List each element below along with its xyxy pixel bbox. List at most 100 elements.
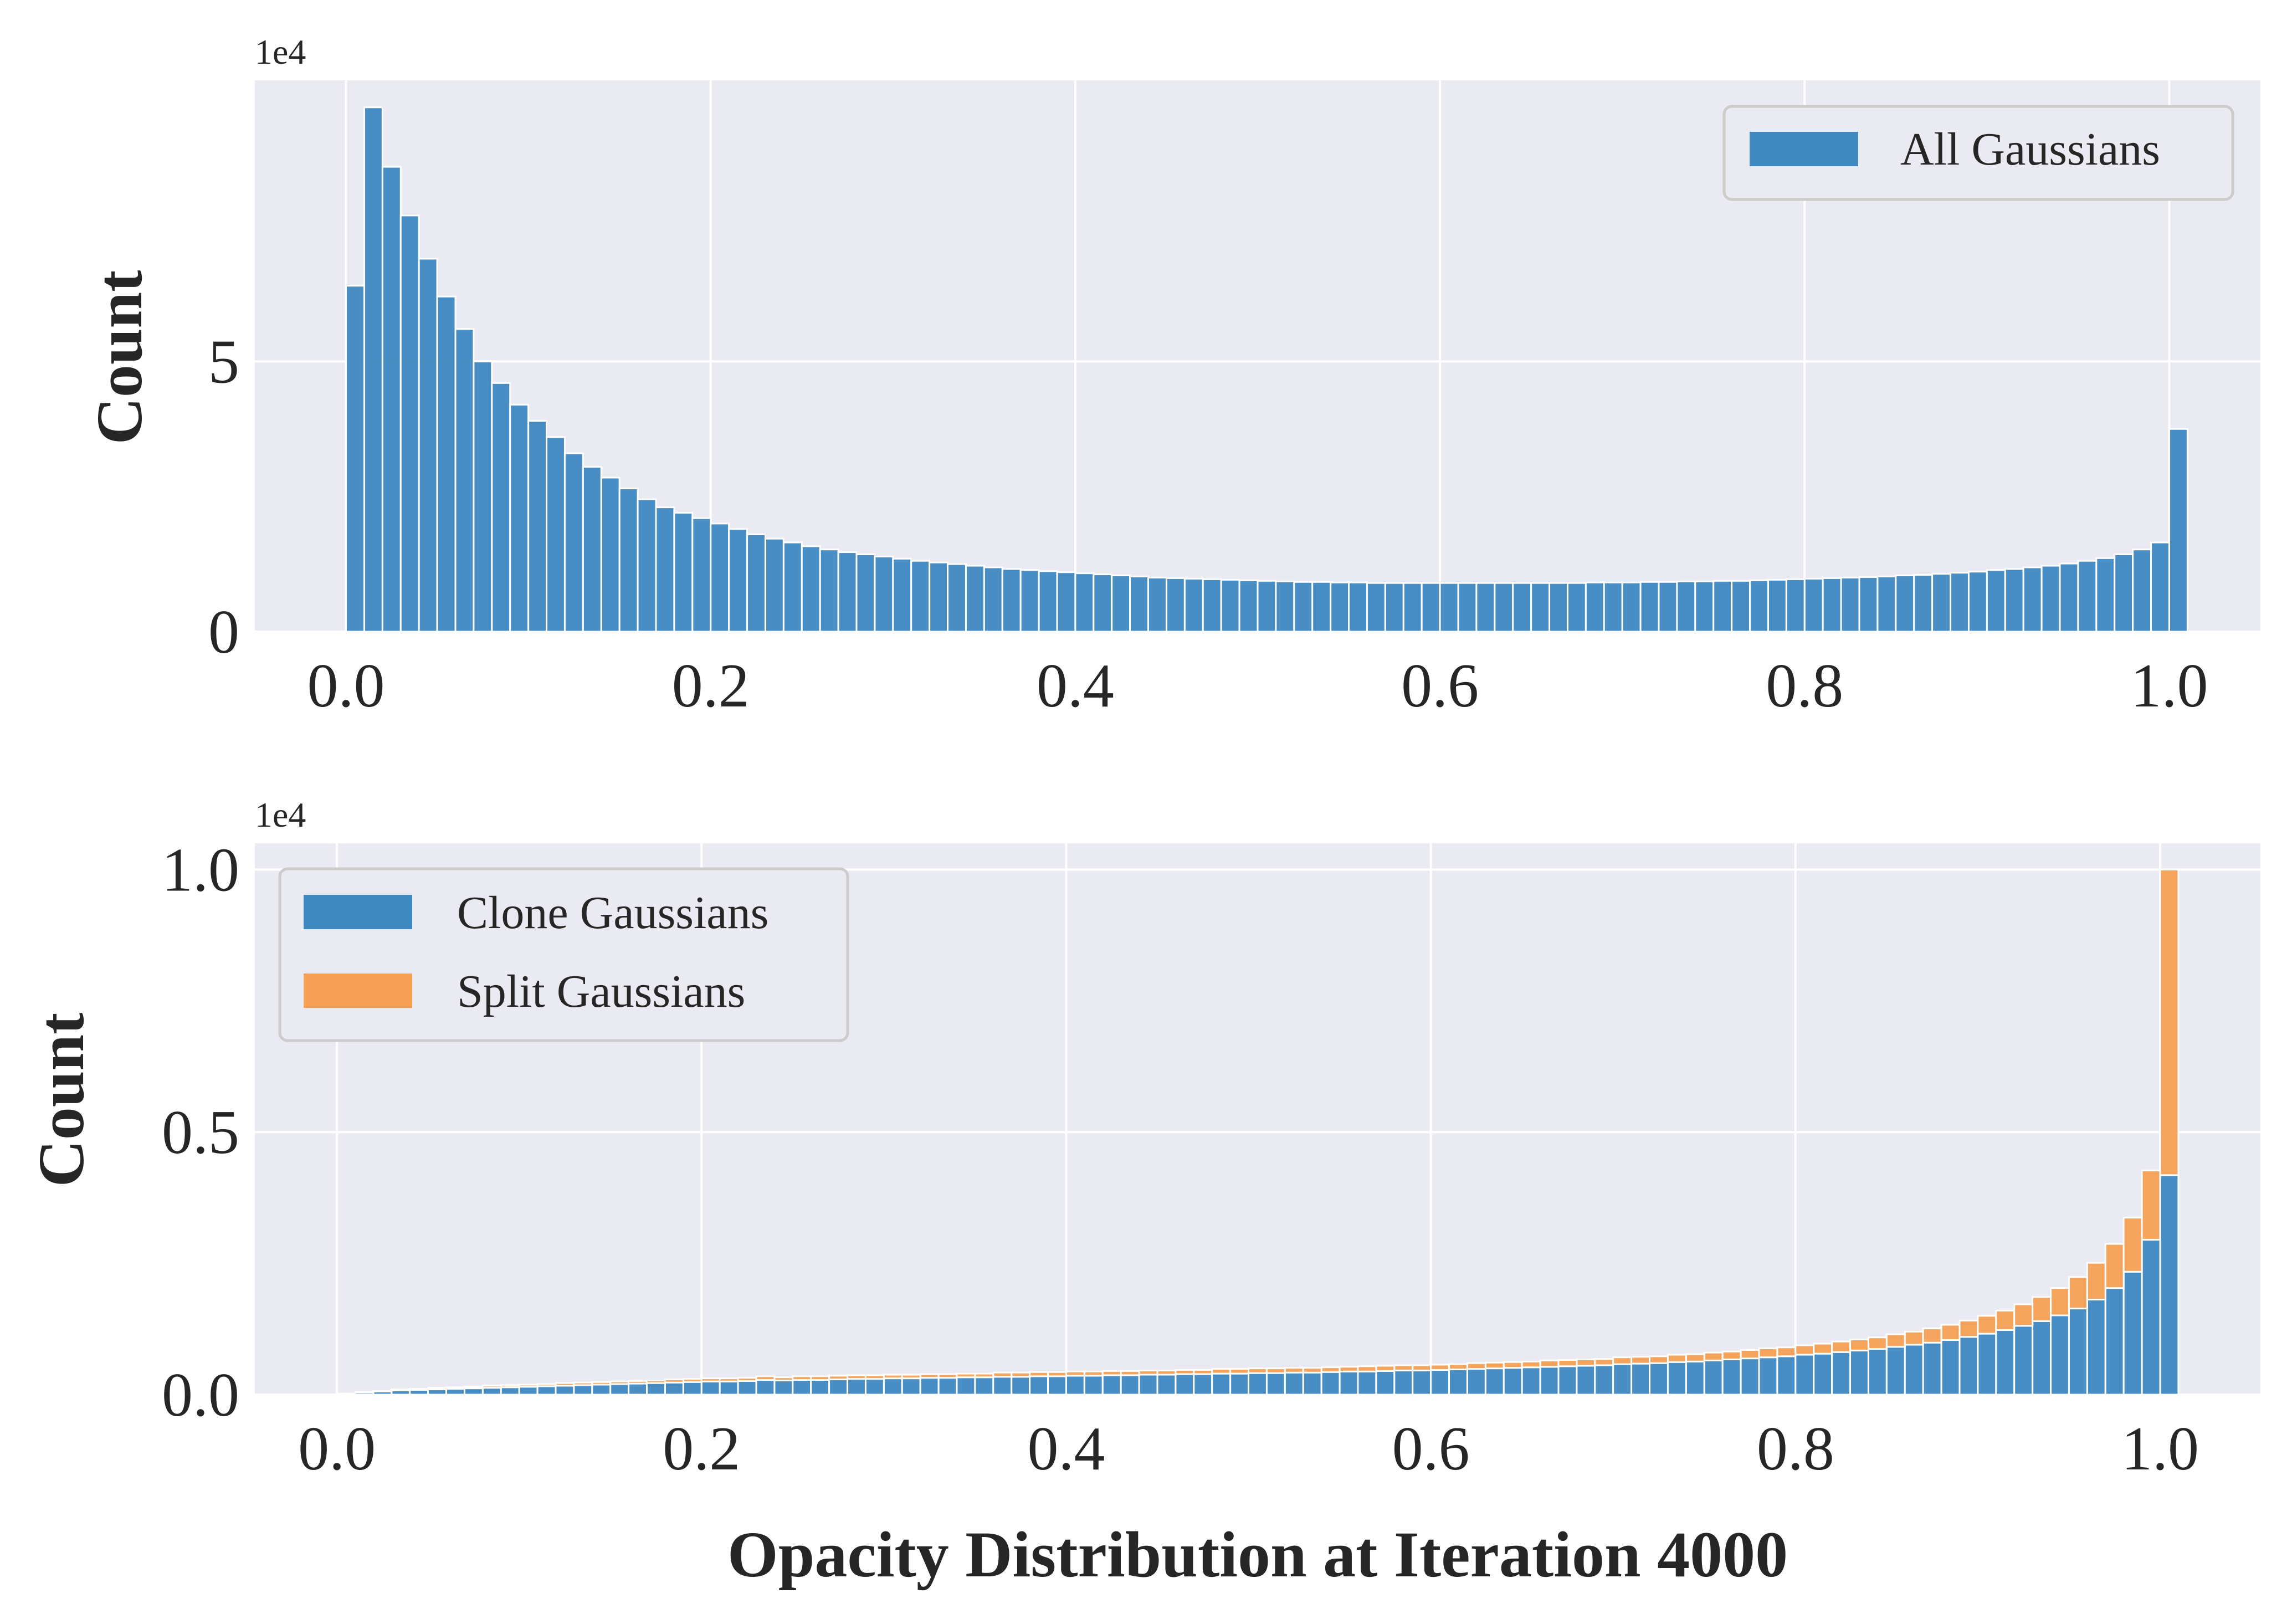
top-bar-all-gaussians bbox=[710, 522, 730, 633]
top-bar-all-gaussians bbox=[837, 551, 858, 633]
bottom-bar-split-gaussians bbox=[1011, 1371, 1031, 1378]
bottom-legend-frame bbox=[278, 867, 849, 1042]
bottom-bar-clone-gaussians bbox=[1339, 1370, 1359, 1396]
bottom-bar-clone-gaussians bbox=[956, 1376, 976, 1396]
top-bar-all-gaussians bbox=[1530, 582, 1551, 633]
top-bar-all-gaussians bbox=[983, 566, 1003, 633]
bottom-bar-clone-gaussians bbox=[937, 1377, 958, 1396]
bottom-y-tick-label: 1.0 bbox=[162, 836, 239, 904]
bottom-y-axis-label: Count bbox=[25, 1013, 98, 1187]
top-bar-all-gaussians bbox=[1512, 582, 1532, 633]
bottom-bar-clone-gaussians bbox=[463, 1387, 484, 1396]
bottom-bar-split-gaussians bbox=[937, 1373, 958, 1379]
bottom-bar-clone-gaussians bbox=[1120, 1374, 1140, 1396]
bottom-bar-clone-gaussians bbox=[555, 1385, 575, 1396]
top-bar-all-gaussians bbox=[418, 258, 438, 633]
bottom-bar-clone-gaussians bbox=[1612, 1363, 1633, 1396]
top-bar-all-gaussians bbox=[1183, 577, 1204, 633]
bottom-bar-clone-gaussians bbox=[609, 1383, 630, 1396]
top-bar-all-gaussians bbox=[546, 436, 566, 633]
bottom-bar-clone-gaussians bbox=[1667, 1361, 1687, 1396]
bottom-bar-split-gaussians bbox=[591, 1381, 612, 1386]
bottom-bar-clone-gaussians bbox=[2159, 1174, 2180, 1396]
top-bar-all-gaussians bbox=[1803, 577, 1824, 633]
bottom-bar-clone-gaussians bbox=[2068, 1308, 2088, 1396]
top-bar-all-gaussians bbox=[1731, 580, 1751, 633]
top-bar-all-gaussians bbox=[1129, 576, 1150, 633]
bottom-bar-split-gaussians bbox=[1193, 1369, 1213, 1375]
bottom-bar-split-gaussians bbox=[1302, 1367, 1322, 1374]
bottom-bar-split-gaussians bbox=[409, 1388, 429, 1391]
bottom-x-tick-label: 1.0 bbox=[2121, 1415, 2199, 1483]
bottom-bar-split-gaussians bbox=[719, 1377, 739, 1382]
top-bar-all-gaussians bbox=[947, 563, 967, 633]
bottom-bar-split-gaussians bbox=[1120, 1370, 1140, 1376]
top-bar-all-gaussians bbox=[673, 511, 694, 633]
bottom-bar-clone-gaussians bbox=[2122, 1270, 2143, 1396]
top-bar-all-gaussians bbox=[1293, 581, 1314, 633]
bottom-y-offset-label: 1e4 bbox=[255, 795, 306, 834]
legend-label-all-gaussians: All Gaussians bbox=[1900, 124, 2160, 175]
bottom-bar-split-gaussians bbox=[1958, 1319, 1979, 1338]
legend-label-clone-gaussians: Clone Gaussians bbox=[457, 887, 768, 939]
bottom-bar-clone-gaussians bbox=[1357, 1370, 1377, 1396]
bottom-bar-clone-gaussians bbox=[1576, 1365, 1596, 1396]
bottom-bar-clone-gaussians bbox=[919, 1377, 940, 1396]
bottom-bar-clone-gaussians bbox=[1466, 1368, 1486, 1396]
top-bar-all-gaussians bbox=[1767, 578, 1787, 633]
top-bar-all-gaussians bbox=[1639, 581, 1660, 633]
bottom-bar-clone-gaussians bbox=[336, 1392, 356, 1396]
bottom-bar-clone-gaussians bbox=[1412, 1369, 1432, 1396]
bottom-bar-clone-gaussians bbox=[1649, 1362, 1669, 1396]
bottom-bar-split-gaussians bbox=[1630, 1356, 1651, 1365]
bottom-bar-split-gaussians bbox=[646, 1379, 666, 1384]
top-bar-all-gaussians bbox=[2150, 541, 2170, 633]
top-bar-all-gaussians bbox=[1074, 572, 1095, 633]
top-bar-all-gaussians bbox=[2114, 554, 2134, 633]
bottom-bar-clone-gaussians bbox=[1831, 1351, 1852, 1396]
top-bar-all-gaussians bbox=[1822, 577, 1842, 633]
bottom-bar-split-gaussians bbox=[1393, 1364, 1414, 1371]
bottom-y-tick-labels: 0.0 0.5 1.0 bbox=[162, 836, 239, 1430]
bottom-x-tick-labels: 0.0 0.2 0.4 0.6 0.8 1.0 bbox=[298, 1415, 2199, 1483]
bottom-x-tick-label: 0.6 bbox=[1392, 1415, 1470, 1483]
bottom-bar-clone-gaussians bbox=[1995, 1329, 2016, 1396]
bottom-bar-split-gaussians bbox=[847, 1374, 866, 1380]
bottom-bar-clone-gaussians bbox=[1849, 1349, 1869, 1396]
top-bar-all-gaussians bbox=[1257, 580, 1277, 633]
bottom-bar-clone-gaussians bbox=[864, 1378, 885, 1396]
top-bar-all-gaussians bbox=[910, 560, 931, 633]
top-bar-all-gaussians bbox=[381, 166, 402, 633]
top-bar-all-gaussians bbox=[1147, 576, 1167, 633]
top-bar-all-gaussians bbox=[1384, 582, 1404, 633]
bottom-bar-clone-gaussians bbox=[1503, 1367, 1523, 1396]
bottom-bar-clone-gaussians bbox=[2032, 1320, 2052, 1396]
bottom-bar-split-gaussians bbox=[500, 1384, 520, 1389]
top-bar-all-gaussians bbox=[782, 541, 803, 633]
bottom-bar-split-gaussians bbox=[1758, 1348, 1778, 1359]
top-bar-all-gaussians bbox=[1238, 579, 1259, 633]
bottom-bar-clone-gaussians bbox=[1248, 1372, 1268, 1396]
bottom-bar-split-gaussians bbox=[1284, 1367, 1304, 1374]
bottom-histogram: 0.0 0.2 0.4 0.6 0.8 1.0 0.0 0.5 1.0 1e4 Count O… bbox=[25, 795, 2260, 1591]
bottom-bar-split-gaussians bbox=[1357, 1365, 1377, 1372]
top-y-tick-label: 0 bbox=[208, 598, 239, 667]
top-bar-all-gaussians bbox=[1585, 581, 1605, 633]
top-bar-all-gaussians bbox=[1548, 582, 1568, 633]
bottom-bar-split-gaussians bbox=[518, 1384, 539, 1388]
top-bar-all-gaussians bbox=[819, 549, 839, 633]
bottom-bar-clone-gaussians bbox=[1011, 1376, 1031, 1396]
bottom-bar-clone-gaussians bbox=[1029, 1375, 1049, 1396]
bottom-bar-split-gaussians bbox=[864, 1374, 885, 1380]
top-bar-all-gaussians bbox=[1967, 571, 1988, 633]
bottom-bar-clone-gaussians bbox=[1430, 1369, 1450, 1396]
bottom-bar-split-gaussians bbox=[1430, 1364, 1450, 1371]
top-bar-all-gaussians bbox=[1494, 582, 1514, 633]
bottom-bar-split-gaussians bbox=[2050, 1287, 2070, 1316]
bottom-bar-clone-gaussians bbox=[1758, 1356, 1778, 1396]
bottom-bar-clone-gaussians bbox=[682, 1381, 703, 1396]
bottom-bar-split-gaussians bbox=[2013, 1303, 2034, 1327]
top-bar-all-gaussians bbox=[345, 285, 365, 633]
bottom-bar-split-gaussians bbox=[1211, 1368, 1232, 1375]
bottom-bar-split-gaussians bbox=[1029, 1371, 1049, 1377]
